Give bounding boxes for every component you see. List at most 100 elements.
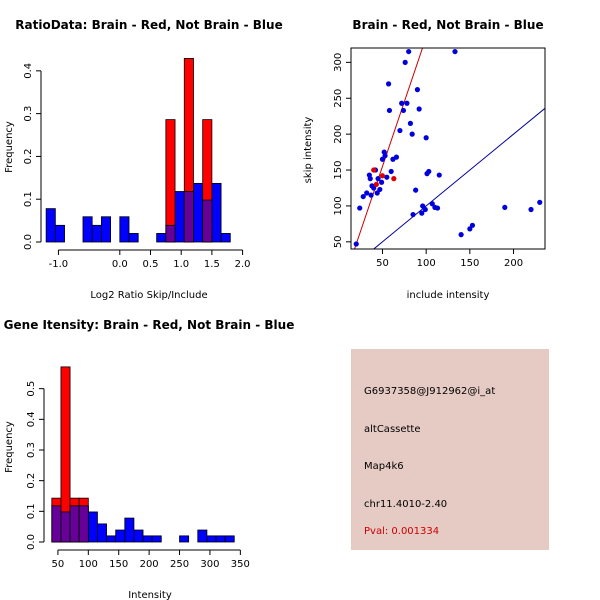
ratio-histogram-x-tick-label-4: 1.5: [204, 259, 220, 270]
ratio-histogram-y-tick-label-3: 0.3: [23, 106, 34, 122]
ratio-histogram-x-tick-label-3: 1.0: [173, 259, 189, 270]
intensity-scatter-blue-point-35: [420, 203, 426, 209]
intensity-scatter-ylabel: skip intensity: [303, 117, 314, 184]
intensity-scatter-blue-point-39: [423, 135, 429, 141]
intensity-scatter-brain-fit-line: [354, 48, 424, 249]
intensity-scatter-blue-point-44: [410, 211, 416, 218]
gene-intensity-blue-bar-4: [87, 511, 98, 543]
intensity-scatter-blue-point-16: [382, 153, 388, 159]
intensity-scatter-blue-point-18: [385, 81, 392, 87]
intensity-scatter-blue-point-23: [397, 127, 403, 134]
ratio-histogram-x-tick-label-2: 0.5: [143, 259, 159, 270]
gene-symbol: Map4k6: [364, 461, 404, 472]
intensity-scatter-blue-point-34: [419, 210, 425, 216]
intensity-scatter-blue-point-0: [353, 241, 359, 247]
ratio-histogram-panel: RatioData: Brain - Red, Not Brain - Blue…: [4, 18, 283, 301]
intensity-scatter-blue-point-17: [384, 174, 390, 180]
intensity-scatter-blue-point-12: [377, 186, 383, 193]
intensity-scatter-blue-point-28: [406, 48, 412, 55]
genomic-location: chr11.4010-2.40: [364, 499, 448, 510]
gene-intensity-xlabel: Intensity: [128, 590, 172, 600]
probe-info-panel: G6937358@J912962@i_at altCassette Map4k6…: [351, 349, 549, 550]
gene-intensity-y-tick-label-0: 0.0: [26, 534, 37, 550]
intensity-scatter-y-tick-label-3: 200: [333, 125, 344, 144]
intensity-scatter-x-tick-label-2: 150: [460, 258, 479, 269]
intensity-scatter-blue-point-31: [413, 187, 419, 193]
ratio-histogram-xlabel: Log2 Ratio Skip/Include: [90, 290, 207, 301]
gene-intensity-y-tick-label-5: 0.5: [26, 381, 37, 397]
intensity-scatter-blue-point-25: [400, 107, 407, 114]
intensity-scatter-x-tick-label-3: 200: [504, 258, 523, 269]
intensity-scatter-frame: [350, 47, 546, 250]
ratio-histogram-ylabel: Frequency: [4, 121, 15, 173]
intensity-scatter-blue-point-30: [409, 131, 415, 137]
gene-intensity-x-tick-label-6: 350: [231, 559, 250, 570]
ratio-histogram-y-tick-label-4: 0.4: [23, 63, 34, 79]
intensity-scatter-blue-point-10: [374, 190, 380, 196]
intensity-scatter-blue-point-45: [452, 48, 458, 55]
intensity-scatter-red-point-2: [379, 173, 386, 179]
intensity-scatter-blue-point-29: [407, 120, 414, 126]
gene-intensity-overlap-bar-1: [60, 511, 71, 543]
intensity-scatter-blue-point-24: [399, 100, 405, 106]
ratio-histogram-blue-bar-3: [91, 224, 102, 243]
ratio-histogram-blue-bar-6: [128, 233, 139, 243]
gene-intensity-blue-bar-5: [97, 523, 107, 543]
intensity-scatter-blue-point-46: [458, 232, 464, 238]
ratio-histogram-blue-bar-2: [82, 216, 93, 243]
gene-intensity-blue-bar-6: [106, 535, 117, 543]
gene-intensity-title: Gene Itensity: Brain - Red, Not Brain - …: [4, 318, 295, 332]
intensity-scatter-panel: Brain - Red, Not Brain - Blue 50 100 150 20…: [303, 18, 546, 301]
gene-intensity-overlap-bar-3: [78, 505, 89, 543]
intensity-scatter-blue-point-27: [404, 100, 410, 106]
ratio-histogram-y-tick-label-2: 0.2: [23, 148, 34, 164]
ratio-histogram-blue-bar-5: [119, 216, 130, 243]
gene-intensity-x-tick-label-2: 150: [109, 559, 128, 570]
p-value: Pval: 0.001334: [364, 526, 440, 537]
ratio-histogram-red-bar-0: [165, 119, 176, 243]
gene-intensity-x-tick-label-5: 300: [200, 559, 219, 570]
intensity-scatter-blue-point-51: [537, 199, 543, 205]
gene-intensity-axes: 0.0 0.1 0.2 0.3 0.4 0.5 50 100 150 200 250 300 350: [26, 381, 250, 570]
intensity-scatter-blue-point-2: [360, 193, 366, 200]
intensity-scatter-red-point-1: [373, 181, 379, 187]
intensity-scatter-blue-point-48: [469, 222, 476, 228]
intensity-scatter-blue-point-42: [434, 205, 441, 211]
intensity-scatter-y-tick-label-1: 100: [333, 196, 344, 215]
intensity-scatter-blue-point-40: [429, 201, 435, 207]
gene-intensity-x-tick-label-0: 50: [52, 559, 65, 570]
ratio-histogram-blue-bar-9: [174, 191, 185, 243]
intensity-scatter-lines: [354, 48, 545, 249]
gene-intensity-blue-bar-14: [206, 535, 217, 543]
intensity-scatter-blue-point-33: [416, 106, 422, 112]
intensity-scatter-blue-point-11: [375, 176, 381, 182]
ratio-histogram-overlap-bar-2: [202, 199, 213, 243]
gene-intensity-x-tick-label-4: 250: [170, 559, 189, 570]
intensity-scatter-blue-point-50: [528, 206, 534, 213]
intensity-scatter-blue-point-8: [371, 185, 377, 191]
intensity-scatter-y-tick-label-2: 150: [333, 160, 344, 179]
intensity-scatter-y-tick-label-0: 50: [333, 235, 344, 248]
intensity-scatter-blue-point-22: [393, 154, 400, 160]
intensity-scatter-blue-point-47: [467, 226, 473, 232]
ratio-histogram-blue-bar-13: [211, 182, 222, 243]
gene-intensity-y-tick-label-3: 0.3: [26, 442, 37, 458]
gene-intensity-blue-bar-12: [179, 535, 190, 543]
ratio-histogram-blue-bar-4: [100, 216, 111, 243]
gene-intensity-ylabel: Frequency: [4, 421, 15, 473]
intensity-scatter-red-point-0: [371, 167, 377, 173]
intensity-scatter-blue-point-6: [368, 192, 374, 198]
intensity-scatter-points: [353, 48, 543, 247]
ratio-histogram-overlap-bar-1: [183, 191, 194, 243]
gene-intensity-blue-bar-10: [142, 535, 153, 543]
ratio-histogram-overlap-bar-0: [165, 224, 176, 243]
intensity-scatter-y-tick-label-5: 300: [333, 53, 344, 72]
ratio-histogram-blue-bar-11: [193, 182, 204, 243]
ratio-histogram-axes: 0.0 0.1 0.2 0.3 0.4 -1.0 0.0 0.5 1.0 1.5 2.0: [23, 63, 251, 270]
intensity-scatter-blue-point-1: [357, 205, 363, 211]
gene-intensity-bars: [51, 366, 235, 543]
gene-intensity-blue-bar-16: [224, 535, 235, 543]
ratio-histogram-y-tick-label-1: 0.1: [23, 191, 34, 207]
intensity-scatter-blue-point-13: [378, 179, 385, 185]
gene-intensity-blue-bar-8: [124, 517, 135, 543]
